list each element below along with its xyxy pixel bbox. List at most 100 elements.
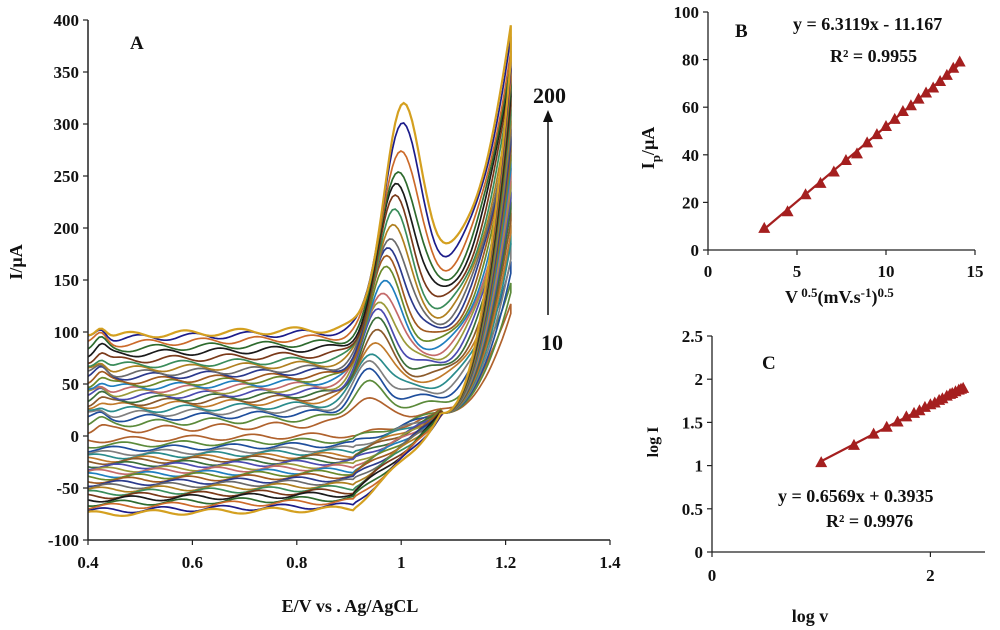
y-tick-label: -100 <box>48 531 79 550</box>
x-tick-label: 2 <box>926 566 935 585</box>
y-tick-label: 350 <box>54 63 80 82</box>
y-tick-label: 300 <box>54 115 80 134</box>
x-tick-label: 15 <box>967 262 984 281</box>
panel-b-data-point <box>814 176 827 188</box>
panel-b-plot <box>758 55 966 233</box>
y-tick-label: 40 <box>682 146 699 165</box>
panel-c-data-point <box>815 456 828 468</box>
y-tick-label: 200 <box>54 219 80 238</box>
panel-b-ticks: 0 20 40 60 80 100 0 5 10 15 <box>674 3 984 281</box>
y-tick-label: 20 <box>682 193 699 212</box>
panel-a-y-axis-title: I/µA <box>6 244 26 279</box>
panel-b-data-point <box>870 128 883 140</box>
panel-c-log-current-vs-log-scan-rate: 0 0.5 1 1.5 2 2.5 0 2 C y = 0.6569x + 0.3935 R²… <box>645 327 985 626</box>
y-tick-label: 1.5 <box>682 413 703 432</box>
panel-c-r-squared: R² = 0.9976 <box>826 511 913 531</box>
y-tick-label: 2 <box>695 370 704 389</box>
panel-b-data-point <box>940 68 953 80</box>
y-tick-label: 1 <box>695 457 704 476</box>
panel-c-data-point <box>913 404 926 416</box>
x-tick-label: 0 <box>708 566 717 585</box>
voltammogram-series <box>87 68 512 503</box>
panel-b-y-axis-title: Ip/µA <box>638 127 663 170</box>
panel-b-data-point <box>927 81 940 93</box>
y-tick-label: 0 <box>695 543 704 562</box>
voltammogram-series <box>87 242 512 457</box>
panel-b-data-point <box>920 86 933 98</box>
panel-a-x-axis-title: E/V vs . Ag/AgCL <box>282 596 419 616</box>
y-tick-label: 250 <box>54 167 80 186</box>
y-tick-label: 0 <box>71 427 80 446</box>
panel-b-data-point <box>781 205 794 217</box>
panel-c-y-axis-title: log I <box>645 427 662 458</box>
x-tick-label: 10 <box>878 262 895 281</box>
panel-c-data-point <box>900 410 913 422</box>
y-tick-label: 100 <box>54 323 80 342</box>
panel-b-data-point <box>888 112 901 124</box>
y-tick-label: 400 <box>54 11 80 30</box>
panel-c-label: C <box>762 353 776 374</box>
y-tick-label: 100 <box>674 3 700 22</box>
panel-b-data-point <box>827 165 840 177</box>
panel-b-x-axis-title: V 0.5(mV.s-1)0.5 <box>785 285 894 308</box>
y-tick-label: 2.5 <box>682 327 703 346</box>
voltammogram-series <box>87 36 512 514</box>
panel-c-data-point <box>891 415 904 427</box>
x-tick-label: 5 <box>793 262 802 281</box>
voltammogram-series <box>87 154 512 476</box>
panel-a-ticks: -100 -50 0 50 100 150 200 250 300 350 400 0.4 0.6 0.8… <box>48 11 621 572</box>
y-tick-label: 80 <box>682 51 699 70</box>
x-tick-label: 0.4 <box>77 553 99 572</box>
panel-b-data-point <box>953 55 966 67</box>
voltammogram-series <box>87 282 512 449</box>
panel-c-data-point <box>957 381 970 393</box>
y-tick-label: 0.5 <box>682 500 703 519</box>
panel-b-data-point <box>839 154 852 166</box>
voltammogram-series <box>87 109 512 490</box>
panel-c-plot <box>815 381 970 468</box>
voltammogram-series <box>87 25 512 518</box>
voltammogram-series <box>87 224 512 460</box>
panel-c-ticks: 0 0.5 1 1.5 2 2.5 0 2 <box>682 327 935 585</box>
voltammogram-series <box>87 303 512 444</box>
x-tick-label: 0 <box>704 262 713 281</box>
voltammogram-series <box>87 180 512 471</box>
panel-b-data-point <box>934 75 947 87</box>
scan-rate-high-label: 200 <box>533 83 566 108</box>
x-tick-label: 1.4 <box>599 553 621 572</box>
panel-b-data-point <box>904 99 917 111</box>
y-tick-label: 50 <box>62 375 79 394</box>
panel-a-cyclic-voltammograms: -100 -50 0 50 100 150 200 250 300 350 400 0.4 0.6 0.8… <box>6 11 621 616</box>
panel-b-label: B <box>735 21 748 42</box>
panel-b-data-point <box>912 92 925 104</box>
x-tick-label: 0.8 <box>286 553 307 572</box>
y-tick-label: 0 <box>691 241 700 260</box>
voltammogram-series <box>87 167 512 473</box>
y-tick-label: 150 <box>54 271 80 290</box>
panel-b-data-point <box>799 188 812 200</box>
y-tick-label: -50 <box>56 479 79 498</box>
panel-b-peak-current-vs-sqrt-scan-rate: 0 20 40 60 80 100 0 5 10 15 B y = 6.3119x - 11.16… <box>638 3 984 308</box>
voltammogram-curves <box>87 25 512 518</box>
x-tick-label: 0.6 <box>182 553 203 572</box>
voltammogram-series <box>87 261 512 453</box>
panel-b-data-point <box>880 120 892 132</box>
x-tick-label: 1.2 <box>495 553 516 572</box>
scan-rate-arrow <box>543 110 553 315</box>
scan-rate-low-label: 10 <box>541 330 563 355</box>
panel-c-data-point <box>867 427 880 439</box>
panel-c-data-point <box>847 438 860 450</box>
panel-b-data-point <box>850 147 863 159</box>
panel-b-equation: y = 6.3119x - 11.167 <box>793 14 942 34</box>
voltammogram-series <box>87 84 512 497</box>
panel-a-label: A <box>130 33 144 54</box>
y-tick-label: 60 <box>682 98 699 117</box>
panel-c-x-axis-title: log v <box>792 606 829 626</box>
x-tick-label: 1 <box>397 553 406 572</box>
panel-b-r-squared: R² = 0.9955 <box>830 46 917 66</box>
panel-c-equation: y = 0.6569x + 0.3935 <box>778 486 934 506</box>
panel-b-data-point <box>896 105 909 117</box>
panel-b-data-point <box>861 136 874 148</box>
panel-b-data-point <box>758 221 771 233</box>
